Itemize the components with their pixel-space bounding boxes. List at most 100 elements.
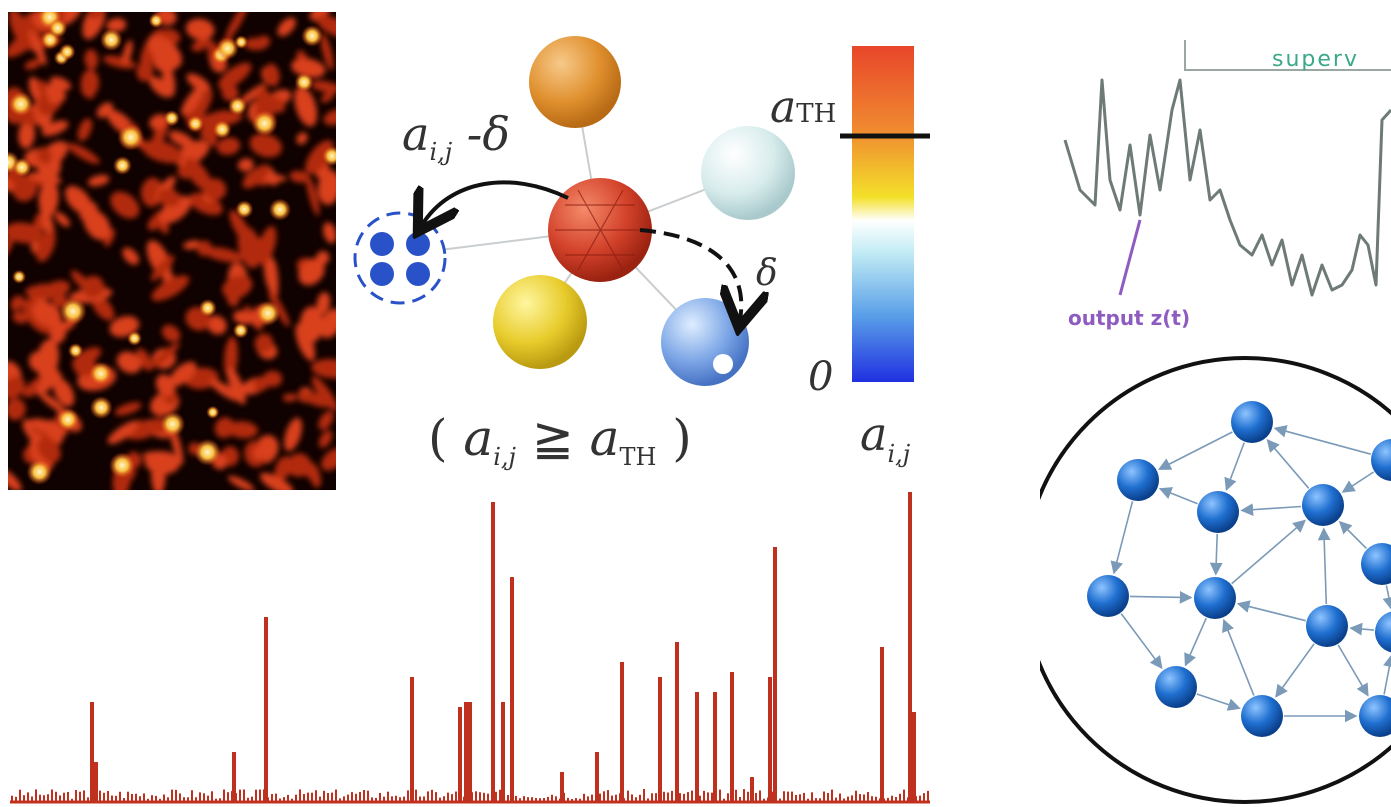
left-arrow-label: ai,j -δ bbox=[402, 107, 510, 166]
heat-blob bbox=[12, 175, 38, 202]
network-edge bbox=[1120, 613, 1163, 670]
heat-blob bbox=[102, 55, 137, 69]
network-edge bbox=[1157, 431, 1233, 470]
heat-blob bbox=[175, 140, 210, 167]
network-node bbox=[1155, 666, 1197, 708]
heat-blob bbox=[8, 376, 26, 399]
heat-hotspot bbox=[301, 24, 324, 47]
heat-hotspot bbox=[206, 405, 220, 419]
heat-blob bbox=[142, 451, 176, 461]
heat-hotspot bbox=[67, 343, 84, 359]
heat-hotspot bbox=[234, 35, 249, 49]
network-edge bbox=[1240, 503, 1302, 517]
heat-blob bbox=[83, 209, 111, 241]
heat-hotspot bbox=[321, 145, 336, 167]
depleted-node bbox=[353, 211, 447, 305]
colorbar-threshold-label: aTH bbox=[770, 82, 836, 133]
orange-node bbox=[529, 36, 621, 128]
heat-blob bbox=[96, 102, 114, 118]
heat-blob bbox=[207, 315, 227, 335]
network-edge bbox=[1349, 622, 1375, 636]
left-arrow bbox=[422, 180, 569, 225]
heat-blob bbox=[80, 69, 100, 97]
heat-blob bbox=[54, 212, 71, 227]
heat-blob bbox=[257, 225, 277, 265]
heat-blob bbox=[32, 301, 62, 327]
heat-blob bbox=[318, 430, 333, 448]
network-edge bbox=[1317, 527, 1331, 605]
heat-hotspot bbox=[186, 115, 204, 133]
heat-hotspot bbox=[88, 361, 113, 386]
network-node bbox=[1375, 611, 1391, 653]
heat-blob bbox=[323, 109, 336, 126]
right-arrow-label: δ bbox=[756, 253, 778, 294]
heat-blob bbox=[226, 367, 246, 405]
heat-blob bbox=[27, 172, 62, 184]
heat-hotspot bbox=[56, 408, 80, 432]
heat-hotspot bbox=[268, 198, 292, 221]
heat-blob bbox=[114, 402, 142, 416]
colorbar-zero: 0 bbox=[808, 354, 833, 400]
network-edge bbox=[1382, 585, 1391, 611]
heat-blob bbox=[310, 80, 336, 93]
network-boundary bbox=[1040, 356, 1391, 804]
heat-blob bbox=[264, 63, 280, 87]
heat-blob bbox=[294, 86, 318, 127]
heat-blob bbox=[222, 275, 253, 299]
heat-hotspot bbox=[59, 297, 87, 325]
heat-hotspot bbox=[193, 438, 222, 466]
heat-hotspot bbox=[163, 110, 180, 127]
heat-blob bbox=[154, 211, 169, 234]
heat-blob bbox=[8, 222, 43, 244]
heat-blob bbox=[29, 418, 68, 436]
network-edge bbox=[1341, 471, 1375, 493]
heat-blob bbox=[110, 191, 140, 219]
network-node bbox=[1087, 575, 1129, 617]
network-edge bbox=[1224, 442, 1245, 491]
heat-blob bbox=[150, 255, 175, 281]
heat-blob bbox=[298, 258, 325, 286]
heat-blob bbox=[237, 158, 254, 172]
heat-blob bbox=[225, 12, 248, 40]
heat-blob bbox=[28, 29, 47, 66]
heat-blob bbox=[185, 18, 215, 40]
network-edge bbox=[1184, 617, 1207, 667]
heat-blob bbox=[263, 252, 277, 293]
heat-hotspot bbox=[8, 91, 34, 117]
heat-blob bbox=[249, 133, 283, 158]
heat-blob bbox=[151, 342, 180, 369]
heat-blob bbox=[37, 437, 61, 463]
heat-hotspot bbox=[159, 411, 186, 437]
heat-blob bbox=[161, 65, 176, 98]
heat-blob bbox=[181, 83, 207, 116]
heat-blob bbox=[82, 12, 106, 40]
heat-blob bbox=[49, 76, 72, 91]
supervisor-label: superv bbox=[1272, 47, 1359, 72]
heat-blob bbox=[67, 143, 100, 164]
heat-blob bbox=[319, 308, 336, 339]
heat-hotspot bbox=[251, 110, 278, 137]
heat-blob bbox=[316, 292, 331, 315]
heat-hotspot bbox=[148, 13, 164, 29]
heat-blob bbox=[38, 391, 66, 413]
heat-blob bbox=[161, 324, 181, 343]
network-edge bbox=[1196, 693, 1241, 711]
heat-blob bbox=[24, 59, 42, 70]
heat-blob bbox=[320, 33, 334, 71]
heat-blob bbox=[122, 40, 133, 65]
heat-blob bbox=[242, 165, 270, 189]
heat-blob bbox=[296, 132, 308, 145]
heat-blob bbox=[147, 35, 183, 68]
colorbar bbox=[852, 46, 914, 382]
heat-blob bbox=[196, 240, 212, 257]
network-edge bbox=[1222, 618, 1255, 696]
heat-blob bbox=[291, 58, 326, 78]
network-edge bbox=[1338, 520, 1367, 549]
network-edge bbox=[1266, 438, 1310, 489]
network-edge bbox=[1273, 425, 1372, 455]
heat-blob bbox=[311, 358, 336, 379]
heat-blob bbox=[122, 247, 140, 265]
threshold-condition: ( ai,j ≧ aTH ) bbox=[428, 409, 692, 471]
network-node bbox=[1241, 695, 1283, 737]
heat-blob bbox=[77, 118, 93, 142]
